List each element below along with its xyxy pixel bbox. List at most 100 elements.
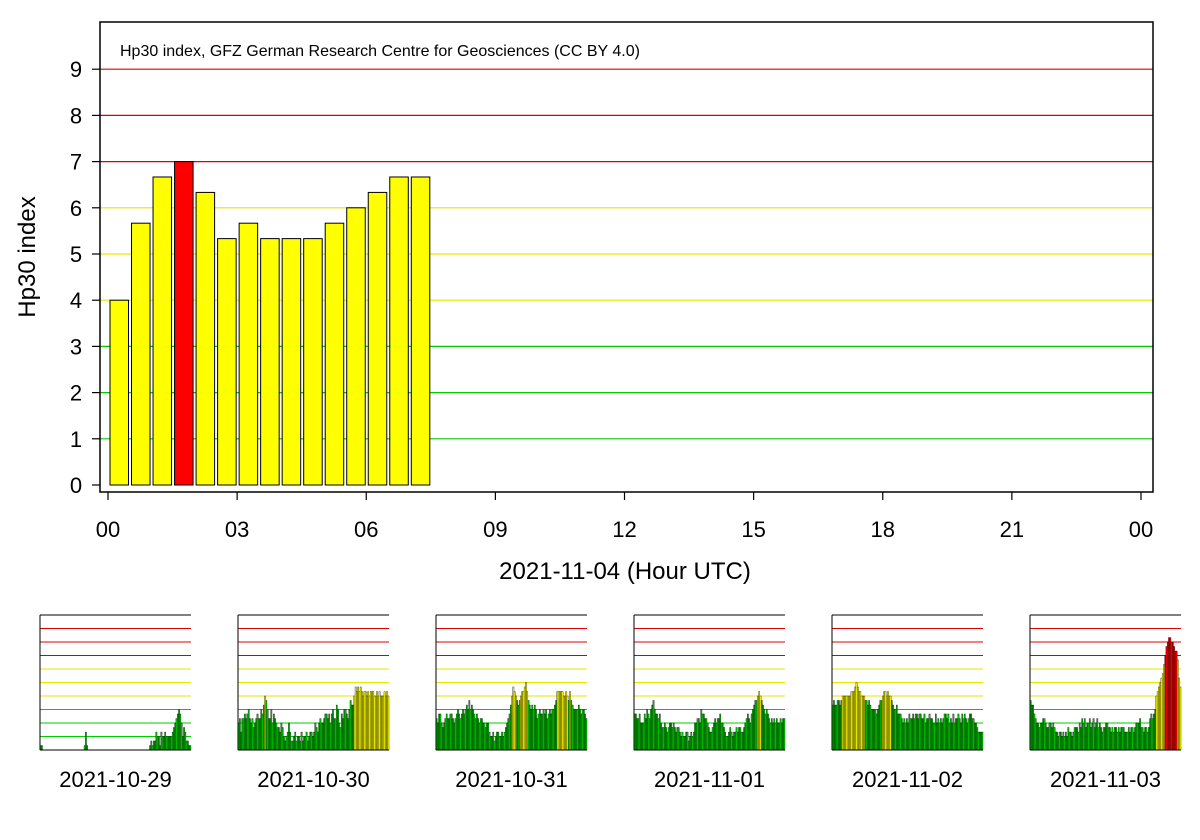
mini-bar xyxy=(334,718,337,751)
mini-bar xyxy=(469,709,472,751)
mini-bar xyxy=(467,709,469,751)
mini-bar xyxy=(526,691,529,751)
mini-bar xyxy=(1107,727,1110,751)
mini-bar xyxy=(1056,731,1058,751)
mini-bar xyxy=(381,695,383,751)
mini-bar xyxy=(546,718,549,751)
x-tick-label: 06 xyxy=(354,517,378,542)
mini-bar xyxy=(380,695,382,751)
mini-bar xyxy=(1071,736,1073,751)
day-panel: 2021-10-29 xyxy=(39,614,192,792)
mini-bar xyxy=(449,713,452,751)
mini-bar xyxy=(1063,736,1066,751)
mini-bar xyxy=(776,718,778,751)
mini-bar xyxy=(1080,727,1082,751)
mini-bar xyxy=(1095,722,1097,751)
mini-bar xyxy=(679,731,681,751)
mini-bar xyxy=(898,713,901,751)
mini-bar xyxy=(575,709,578,751)
mini-bar xyxy=(1159,682,1162,751)
mini-bar xyxy=(160,731,163,751)
mini-bar xyxy=(574,709,576,751)
mini-bar xyxy=(1043,718,1046,751)
mini-bar xyxy=(1109,727,1111,751)
mini-bar xyxy=(716,718,719,751)
mini-bar xyxy=(1077,731,1080,751)
mini-bar xyxy=(471,704,473,751)
mini-bar xyxy=(697,718,700,751)
hp30-bar xyxy=(152,176,173,486)
mini-bar xyxy=(564,695,566,751)
mini-bar xyxy=(366,695,368,751)
mini-bar xyxy=(1148,727,1150,751)
mini-bar xyxy=(656,713,659,751)
mini-bar xyxy=(765,709,768,751)
mini-bar xyxy=(870,709,873,751)
mini-bar xyxy=(368,695,371,751)
mini-bar xyxy=(1161,673,1164,751)
mini-bar xyxy=(676,727,679,751)
mini-bar xyxy=(874,709,877,751)
mini-date-label: 2021-10-29 xyxy=(59,767,172,792)
mini-bar xyxy=(385,695,387,751)
mini-bar xyxy=(838,700,840,751)
mini-bar xyxy=(1163,664,1165,751)
mini-bar xyxy=(515,695,517,751)
mini-date-label: 2021-11-01 xyxy=(654,767,765,792)
mini-bar xyxy=(1151,718,1154,751)
mini-bar xyxy=(970,713,972,751)
y-tick-label: 1 xyxy=(70,427,82,452)
mini-bar xyxy=(1042,718,1045,751)
mini-bar xyxy=(257,718,260,751)
mini-bar xyxy=(675,731,677,751)
mini-bar xyxy=(975,722,977,751)
mini-bar xyxy=(492,731,495,751)
mini-bar xyxy=(774,722,777,751)
mini-bar xyxy=(499,736,502,751)
mini-bar xyxy=(1124,731,1126,751)
mini-bar xyxy=(1085,727,1087,751)
day-panel: 2021-10-30 xyxy=(237,614,390,792)
mini-bar xyxy=(929,718,932,751)
mini-bar xyxy=(1052,722,1055,751)
mini-bar xyxy=(372,691,375,751)
mini-bar xyxy=(342,718,344,751)
mini-bar xyxy=(289,731,292,751)
mini-bar xyxy=(532,709,535,751)
mini-bar xyxy=(714,718,716,751)
mini-bar xyxy=(1082,722,1085,751)
mini-bar xyxy=(840,700,843,751)
mini-bar xyxy=(778,722,781,751)
mini-bar xyxy=(887,691,889,751)
mini-bar xyxy=(294,731,297,751)
mini-bar xyxy=(1156,691,1159,751)
mini-bar xyxy=(692,731,695,751)
mini-bar xyxy=(242,718,245,751)
hp30-bar xyxy=(324,222,345,486)
mini-bar xyxy=(488,731,491,751)
mini-bar xyxy=(1177,659,1179,751)
mini-bar xyxy=(1032,704,1034,751)
mini-bar xyxy=(581,709,584,751)
y-axis-label: Hp30 index xyxy=(14,196,41,317)
mini-bar xyxy=(846,695,849,751)
mini-bar xyxy=(164,731,167,751)
mini-bar xyxy=(359,686,362,751)
mini-bar xyxy=(839,704,841,751)
mini-bar xyxy=(863,695,865,751)
day-panel: 2021-11-02 xyxy=(831,614,984,792)
mini-bar xyxy=(666,731,669,751)
mini-bar xyxy=(151,745,154,751)
mini-bar xyxy=(735,727,738,751)
mini-bar xyxy=(674,727,676,751)
mini-bar xyxy=(723,727,725,751)
mini-bar xyxy=(1136,722,1139,751)
mini-bar xyxy=(373,695,376,751)
mini-bar xyxy=(745,718,748,751)
mini-bar xyxy=(938,722,941,751)
mini-bar xyxy=(337,709,339,751)
mini-bar xyxy=(286,731,289,751)
mini-bar xyxy=(308,736,310,751)
mini-bar xyxy=(710,731,713,751)
mini-bar xyxy=(371,691,373,751)
